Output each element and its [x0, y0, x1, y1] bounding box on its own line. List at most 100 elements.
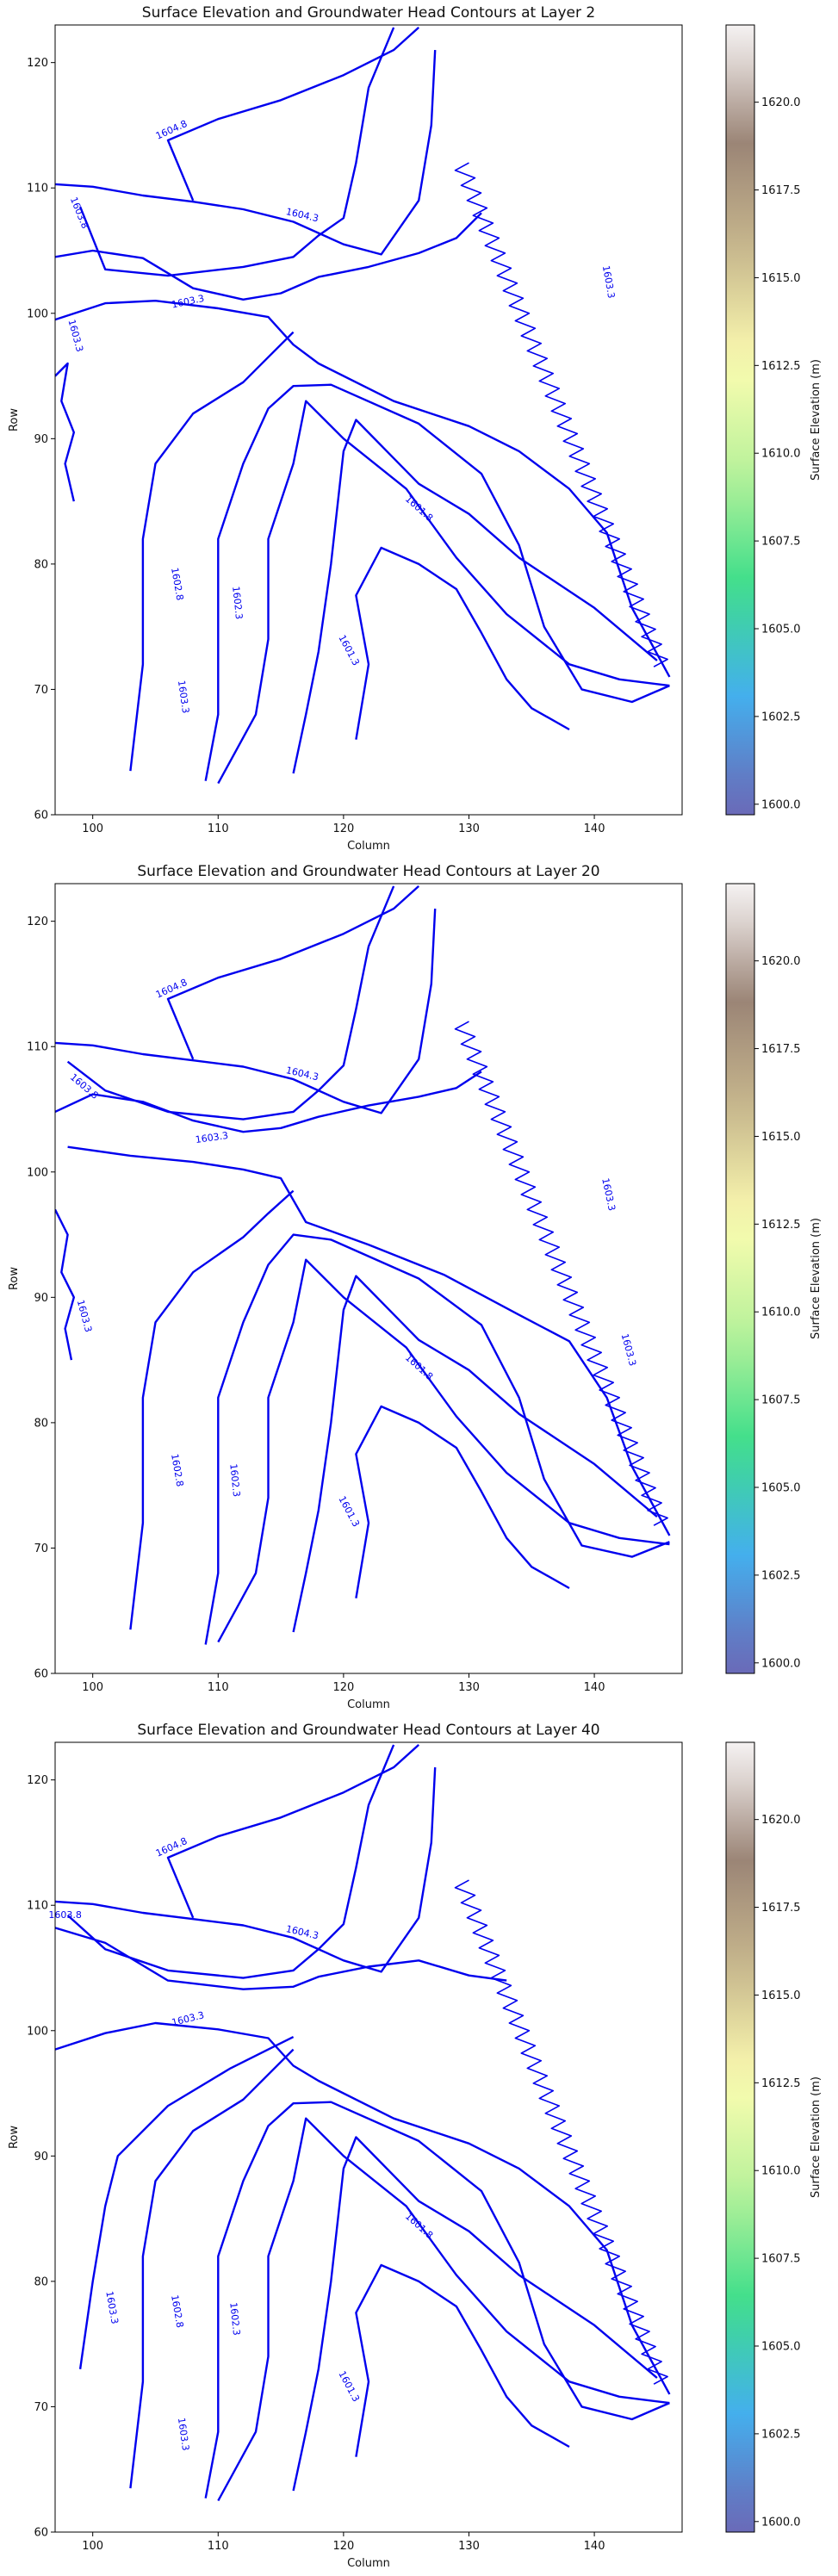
y-axis-label: Row — [8, 2126, 21, 2149]
colorbar-tick-label: 1615.0 — [761, 1989, 801, 2002]
colorbar-tick-label: 1607.5 — [761, 1394, 801, 1407]
colorbar-tick-label: 1612.5 — [761, 1219, 801, 1232]
contour-label: 1603.3 — [600, 264, 617, 299]
y-tick-label: 90 — [34, 1292, 48, 1305]
head-contour-line — [66, 885, 395, 1120]
colorbar-tick-label: 1605.0 — [761, 2340, 801, 2353]
head-contour-line — [217, 400, 670, 785]
colorbar-tick-label: 1602.5 — [761, 1569, 801, 1582]
contour-label: 1603.3 — [619, 1332, 639, 1368]
head-contour-line — [55, 1071, 482, 1133]
x-tick-label: 130 — [458, 2540, 480, 2553]
contour-labels: 1604.81604.31603.81603.31603.31603.31601… — [66, 118, 618, 714]
colorbar-label: Surface Elevation (m) — [810, 2076, 822, 2198]
colorbar-tick-label: 1600.0 — [761, 2516, 801, 2529]
x-axis-label: Column — [347, 1698, 390, 1711]
colorbar-tick-label: 1600.0 — [761, 798, 801, 811]
contour-label: 1604.3 — [285, 1923, 320, 1941]
y-tick-label: 60 — [34, 2527, 48, 2540]
x-tick-label: 120 — [332, 822, 354, 835]
contour-label: 1601.8 — [403, 2211, 435, 2241]
head-contour-line — [355, 2263, 570, 2457]
head-contour-line — [55, 1208, 75, 1361]
colorbar-tick-label: 1607.5 — [761, 536, 801, 549]
colorbar-tick-label: 1610.0 — [761, 1307, 801, 1319]
colorbar-tick-label: 1610.0 — [761, 2165, 801, 2178]
colorbar-tick-label: 1607.5 — [761, 2253, 801, 2266]
head-contour-line — [217, 2117, 670, 2502]
y-tick-label: 80 — [34, 1417, 48, 1430]
y-tick-label: 120 — [27, 57, 48, 70]
colorbar-tick-label: 1617.5 — [761, 184, 801, 197]
x-tick-label: 120 — [332, 1681, 354, 1694]
x-tick-label: 130 — [458, 1681, 480, 1694]
contour-label: 1603.3 — [599, 1177, 618, 1212]
contour-label: 1603.3 — [176, 680, 191, 714]
head-contour-line — [454, 162, 668, 667]
colorbar-tick-label: 1617.5 — [761, 1043, 801, 1056]
head-contour-line — [55, 212, 482, 301]
y-tick-label: 90 — [34, 433, 48, 446]
head-contour-line — [204, 2101, 670, 2498]
y-tick-label: 110 — [27, 1041, 48, 1054]
y-tick-label: 100 — [27, 2025, 48, 2038]
colorbar-tick-label: 1605.0 — [761, 1481, 801, 1494]
x-tick-label: 140 — [584, 822, 605, 835]
head-contour-line — [55, 50, 437, 256]
y-tick-label: 80 — [34, 558, 48, 571]
contour-label: 1602.8 — [169, 567, 185, 601]
x-tick-label: 110 — [208, 822, 229, 835]
plot-frame — [54, 1741, 683, 2533]
colorbar-tick-label: 1620.0 — [761, 955, 801, 968]
head-contour-line — [55, 300, 671, 678]
y-tick-label: 120 — [27, 1774, 48, 1787]
head-contour-line — [66, 1744, 395, 1979]
x-tick-label: 100 — [82, 1681, 103, 1694]
head-contour-line — [129, 2048, 295, 2489]
x-axis-label: Column — [347, 840, 390, 853]
colorbar-tick-label: 1602.5 — [761, 711, 801, 723]
contour-label: 1603.3 — [103, 2290, 120, 2325]
head-contour-line — [55, 1927, 507, 1990]
chart-panel-layer-20: Surface Elevation and Groundwater Head C… — [8, 863, 822, 1711]
x-tick-label: 140 — [584, 2540, 605, 2553]
y-tick-label: 70 — [34, 684, 48, 697]
head-contour-line — [355, 546, 570, 740]
x-tick-label: 130 — [458, 822, 480, 835]
contour-label: 1601.8 — [403, 493, 435, 524]
head-contour-line — [166, 1744, 420, 1919]
colorbar-tick-label: 1610.0 — [761, 448, 801, 461]
contour-label: 1603.8 — [48, 1909, 82, 1921]
y-tick-label: 60 — [34, 1668, 48, 1681]
head-contour-line — [204, 383, 670, 781]
y-tick-label: 90 — [34, 2151, 48, 2163]
y-tick-label: 70 — [34, 1542, 48, 1555]
contour-label: 1603.3 — [176, 2417, 191, 2451]
head-contour-line — [129, 1189, 295, 1630]
contour-labels: 1604.81604.31603.81603.31603.31603.31603… — [68, 977, 638, 1529]
contour-label: 1602.3 — [230, 586, 245, 620]
colorbar-tick-label: 1600.0 — [761, 1657, 801, 1670]
head-contours — [55, 1744, 671, 2502]
head-contour-line — [292, 1275, 658, 1633]
contour-label: 1603.3 — [171, 293, 205, 311]
colorbar-tick-label: 1617.5 — [761, 1902, 801, 1915]
colorbar-tick-label: 1620.0 — [761, 96, 801, 109]
head-contour-line — [78, 2036, 295, 2369]
contour-label: 1601.3 — [336, 1494, 362, 1529]
colorbar-tick-label: 1612.5 — [761, 2077, 801, 2090]
contour-label: 1601.3 — [336, 633, 362, 667]
head-contour-line — [67, 1145, 671, 1536]
head-contour-line — [454, 1021, 668, 1526]
colorbar-tick-label: 1615.0 — [761, 1131, 801, 1144]
x-tick-label: 120 — [332, 2540, 354, 2553]
x-tick-label: 110 — [208, 2540, 229, 2553]
chart-title: Surface Elevation and Groundwater Head C… — [142, 4, 595, 22]
head-contour-line — [129, 331, 295, 772]
chart-panel-layer-2: Surface Elevation and Groundwater Head C… — [8, 4, 822, 853]
head-contour-line — [78, 27, 395, 277]
head-contour-line — [55, 1767, 437, 1973]
colorbar-label: Surface Elevation (m) — [810, 359, 822, 481]
contour-label: 1602.3 — [227, 1463, 242, 1498]
